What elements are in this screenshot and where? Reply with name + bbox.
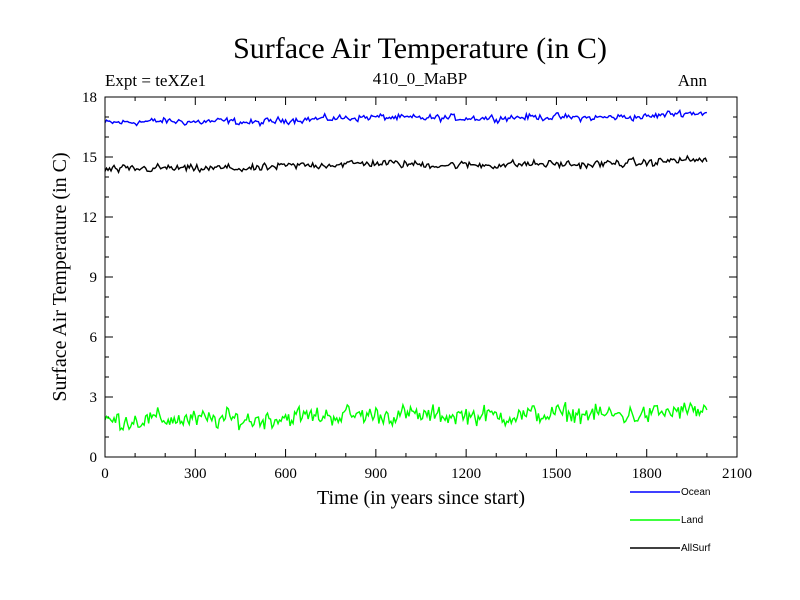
x-tick-label: 900 [365, 466, 388, 482]
y-tick-label: 9 [90, 270, 98, 286]
y-tick-label: 6 [90, 330, 98, 346]
y-axis-label: Surface Air Temperature (in C) [49, 152, 71, 401]
x-tick-label: 1800 [632, 466, 662, 482]
legend-label-land: Land [681, 515, 703, 526]
series-line-ocean [104, 108, 707, 128]
legend-label-ocean: Ocean [681, 487, 710, 498]
x-tick-label: 600 [274, 466, 297, 482]
y-tick-label: 12 [82, 210, 97, 226]
y-tick-label: 18 [82, 90, 97, 106]
series-line-land [104, 401, 708, 432]
x-axis-label: Time (in years since start) [317, 487, 525, 509]
x-tick-label: 0 [101, 466, 109, 482]
chart-title: Surface Air Temperature (in C) [233, 32, 607, 65]
x-tick-label: 1500 [541, 466, 571, 482]
legend-label-allsurf: AllSurf [681, 543, 711, 554]
x-tick-label: 300 [184, 466, 207, 482]
y-tick-label: 15 [82, 150, 97, 166]
x-tick-label: 2100 [722, 466, 752, 482]
season-label: Ann [678, 71, 708, 90]
chart-subtitle: 410_0_MaBP [373, 69, 467, 88]
tick-labels: 0 3 6 9 12 15 18 0 300 600 900 1200 1500 1800 2100 [82, 90, 752, 482]
axis-ticks [104, 96, 738, 458]
x-tick-label: 1200 [451, 466, 481, 482]
y-tick-label: 0 [90, 450, 98, 466]
series-line-allsurf [104, 154, 708, 175]
plot-frame [104, 96, 738, 458]
series-layer [104, 108, 708, 432]
expt-label: Expt = teXZe1 [105, 71, 206, 90]
legend: Ocean Land AllSurf [630, 487, 711, 554]
y-tick-label: 3 [90, 390, 98, 406]
